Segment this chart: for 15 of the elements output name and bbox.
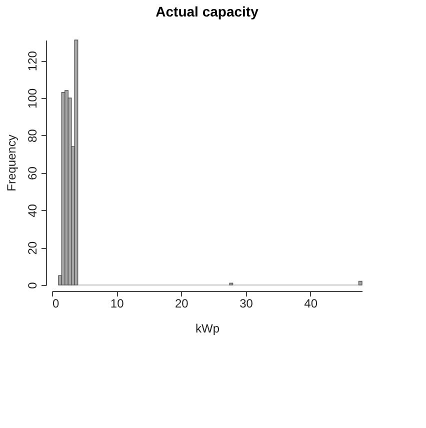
y-axis-title: Frequency xyxy=(4,134,18,192)
y-tick-label: 120 xyxy=(26,50,40,72)
x-tick-label: 10 xyxy=(110,296,124,310)
y-tick-label: 60 xyxy=(26,166,40,180)
x-tick-label: 20 xyxy=(174,296,189,310)
y-tick-label: 0 xyxy=(26,282,40,289)
chart-title: Actual capacity xyxy=(156,4,259,20)
y-tick-label: 20 xyxy=(26,241,40,255)
x-tick-label: 30 xyxy=(240,296,254,310)
y-tick-label: 40 xyxy=(26,204,40,218)
x-tick-label: 40 xyxy=(304,296,318,310)
y-tick-label: 80 xyxy=(26,128,40,143)
x-axis-title: kWp xyxy=(196,322,220,336)
y-tick-label: 100 xyxy=(26,88,40,108)
x-tick-label: 0 xyxy=(52,296,60,310)
